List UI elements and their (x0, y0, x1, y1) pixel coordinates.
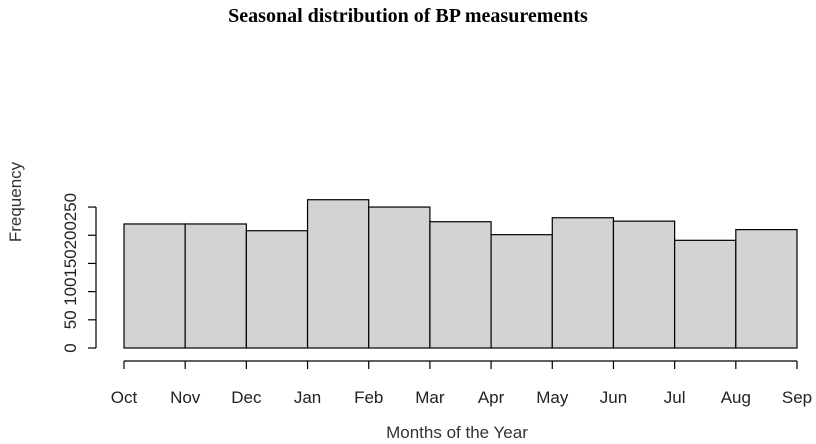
histogram-bar (429, 221, 492, 349)
histogram-bar (368, 206, 431, 349)
bars-group (123, 199, 798, 349)
x-tick-label: Oct (111, 388, 138, 407)
chart-title: Seasonal distribution of BP measurements (228, 5, 588, 27)
y-axis-label: Frequency (6, 161, 25, 242)
histogram-bar (735, 229, 798, 349)
x-tick-label: Jan (294, 388, 321, 407)
y-tick-label: 0 (61, 343, 80, 352)
histogram-bar (245, 230, 309, 349)
histogram-bar (123, 223, 186, 349)
x-tick-label: Jun (600, 388, 627, 407)
x-tick-label: May (536, 388, 569, 407)
y-tick-label: 100 (61, 277, 80, 305)
x-tick-label: Feb (354, 388, 383, 407)
histogram-bar (490, 234, 553, 349)
histogram-bar (551, 217, 615, 349)
histogram-bar (612, 220, 676, 349)
x-tick-label: Mar (415, 388, 445, 407)
x-axis: Oct Nov Dec Jan Feb Mar Apr May Jun Jul Aug Sep (111, 360, 812, 407)
histogram-bar (184, 223, 247, 349)
x-tick-label: Nov (170, 388, 201, 407)
histogram-bar (306, 199, 370, 349)
y-tick-label: 250 (61, 193, 80, 221)
x-tick-label: Apr (478, 388, 505, 407)
x-tick-label: Aug (721, 388, 751, 407)
x-tick-label: Dec (231, 388, 262, 407)
x-tick-label: Sep (782, 388, 812, 407)
y-tick-label: 200 (61, 221, 80, 249)
histogram-bar (674, 239, 737, 349)
x-tick-label: Jul (664, 388, 686, 407)
y-tick-label: 150 (61, 249, 80, 277)
y-tick-label: 50 (61, 310, 80, 329)
x-axis-label: Months of the Year (386, 423, 528, 442)
